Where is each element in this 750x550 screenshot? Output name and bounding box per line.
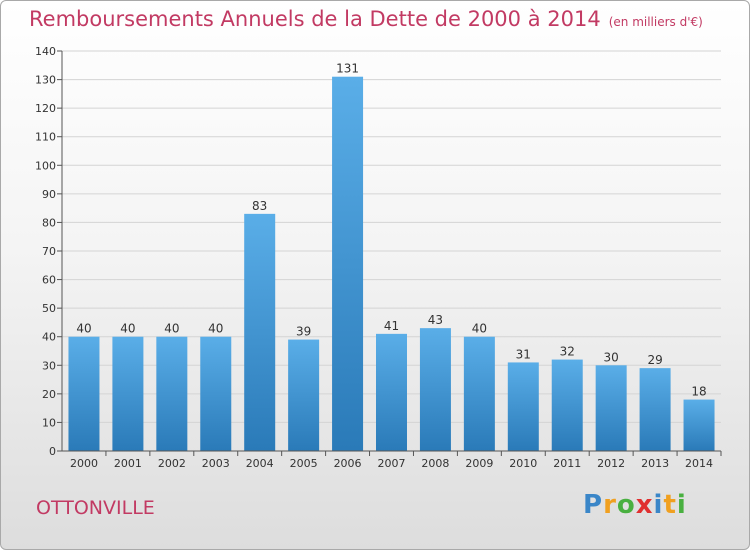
value-label: 30 [604, 350, 619, 364]
bar [683, 399, 715, 451]
value-label: 39 [296, 325, 311, 339]
bar [288, 339, 320, 451]
value-label: 31 [516, 347, 531, 361]
bar [507, 362, 539, 451]
value-label: 40 [472, 322, 487, 336]
x-tick-label: 2001 [114, 457, 142, 470]
y-tick-label: 130 [35, 74, 56, 87]
x-tick-label: 2009 [465, 457, 493, 470]
bar [595, 365, 627, 451]
x-tick-label: 2003 [202, 457, 230, 470]
value-label: 40 [208, 322, 223, 336]
chart-title: Remboursements Annuels de la Dette de 20… [29, 7, 703, 31]
y-tick-label: 10 [42, 416, 56, 429]
x-tick-label: 2008 [421, 457, 449, 470]
value-label: 32 [560, 345, 575, 359]
x-tick-label: 2014 [685, 457, 713, 470]
x-tick-label: 2005 [290, 457, 318, 470]
unit-label: (en milliers d'€) [608, 15, 703, 29]
value-label: 43 [428, 313, 443, 327]
value-label: 41 [384, 319, 399, 333]
y-tick-label: 120 [35, 102, 56, 115]
proxiti-logo[interactable]: Proxiti [583, 490, 687, 520]
bar [551, 359, 583, 451]
x-tick-label: 2007 [378, 457, 406, 470]
bar [376, 333, 407, 451]
bar [200, 336, 232, 451]
value-label: 29 [647, 353, 662, 367]
value-label: 40 [76, 322, 91, 336]
y-tick-label: 110 [35, 131, 56, 144]
y-tick-label: 0 [49, 445, 56, 458]
x-tick-label: 2006 [334, 457, 362, 470]
y-tick-label: 50 [42, 302, 56, 315]
y-tick-label: 80 [42, 216, 56, 229]
bar [332, 76, 364, 451]
value-label: 40 [164, 322, 179, 336]
x-tick-label: 2000 [70, 457, 98, 470]
y-tick-label: 40 [42, 331, 56, 344]
bar [639, 368, 671, 451]
bar [244, 213, 276, 451]
value-label: 83 [252, 199, 267, 213]
y-tick-label: 60 [42, 274, 56, 287]
x-tick-label: 2004 [246, 457, 274, 470]
x-tick-label: 2011 [553, 457, 581, 470]
bar [112, 336, 144, 451]
value-label: 18 [691, 385, 706, 399]
value-label: 131 [336, 62, 359, 76]
y-tick-label: 100 [35, 159, 56, 172]
x-tick-label: 2013 [641, 457, 669, 470]
y-tick-label: 20 [42, 388, 56, 401]
value-label: 40 [120, 322, 135, 336]
x-tick-label: 2012 [597, 457, 625, 470]
y-tick-label: 140 [35, 45, 56, 58]
x-tick-label: 2010 [509, 457, 537, 470]
bar [68, 336, 100, 451]
y-tick-label: 70 [42, 245, 56, 258]
city-name: OTTONVILLE [36, 497, 155, 519]
y-tick-label: 90 [42, 188, 56, 201]
bar [156, 336, 188, 451]
y-tick-label: 30 [42, 359, 56, 372]
title-text: Remboursements Annuels de la Dette de 20… [29, 7, 601, 31]
bar [419, 328, 451, 451]
bar [463, 336, 495, 451]
x-tick-label: 2002 [158, 457, 186, 470]
